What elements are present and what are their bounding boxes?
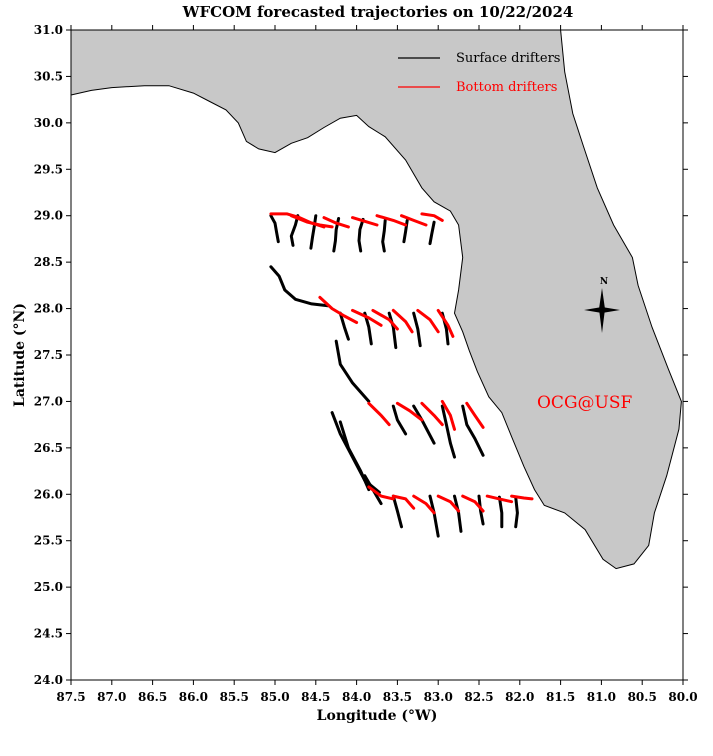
bottom-drifter-track — [461, 494, 485, 513]
y-tick-label: 25.0 — [34, 580, 63, 594]
surface-drifter-track — [309, 214, 318, 250]
bottom-drifter-track — [440, 399, 456, 431]
bottom-drifter-track — [322, 216, 350, 229]
chart-title: WFCOM forecasted trajectories on 10/22/2… — [182, 3, 574, 21]
surface-drifter-track — [269, 214, 280, 244]
y-tick-label: 27.5 — [34, 348, 63, 362]
x-tick-label: 83.0 — [424, 690, 453, 704]
y-tick-label: 30.5 — [34, 69, 63, 83]
x-tick-label: 87.0 — [97, 690, 126, 704]
surface-drifter-track — [477, 494, 485, 526]
x-tick-label: 85.0 — [260, 690, 289, 704]
surface-drifter-track — [338, 420, 371, 492]
y-tick-label: 27.0 — [34, 394, 63, 408]
surface-drifter-track — [453, 494, 463, 533]
y-tick-label: 25.5 — [34, 534, 63, 548]
x-axis: 87.5 87.0 86.5 86.0 85.5 85.0 84.5 84.0 83.5 83.0… — [56, 25, 698, 704]
x-tick-label: 87.5 — [56, 690, 85, 704]
x-tick-label: 84.0 — [342, 690, 371, 704]
y-tick-label: 24.0 — [34, 673, 63, 687]
legend: Surface drifters Bottom drifters — [398, 51, 560, 95]
compass-north-label: N — [600, 277, 608, 287]
bottom-drifter-track — [485, 494, 514, 504]
bottom-drifter-track — [371, 308, 399, 331]
y-tick-label: 26.0 — [34, 487, 63, 501]
bottom-drifter-track — [391, 308, 414, 334]
y-tick-label: 29.5 — [34, 162, 63, 176]
x-tick-label: 82.0 — [505, 690, 534, 704]
surface-trajectories — [269, 214, 519, 538]
x-tick-label: 85.5 — [220, 690, 249, 704]
bottom-drifter-track — [436, 308, 455, 338]
y-tick-label: 28.0 — [34, 302, 63, 316]
surface-drifter-track — [357, 217, 365, 253]
ocg-watermark: OCG@USF — [537, 393, 632, 413]
surface-drifter-track — [412, 311, 422, 348]
x-axis-label: Longitude (°W) — [317, 708, 438, 724]
bottom-drifter-track — [395, 401, 424, 422]
bottom-drifter-track — [412, 494, 436, 515]
x-tick-label: 86.0 — [179, 690, 208, 704]
surface-drifter-track — [497, 495, 504, 529]
bottom-drifter-track — [420, 212, 444, 222]
bottom-drifter-track — [400, 214, 428, 227]
bottom-drifter-track — [510, 494, 534, 501]
bottom-drifter-track — [367, 401, 391, 427]
bottom-drifter-track — [391, 494, 416, 510]
x-tick-label: 80.0 — [668, 690, 697, 704]
y-tick-label: 31.0 — [34, 23, 63, 37]
y-axis-label: Latitude (°N) — [12, 303, 28, 407]
surface-drifter-track — [428, 220, 436, 246]
bottom-trajectories — [269, 212, 534, 515]
surface-drifter-track — [381, 218, 387, 253]
surface-drifter-track — [387, 311, 398, 350]
bottom-drifter-track — [351, 308, 383, 327]
bottom-drifter-track — [289, 214, 334, 229]
bottom-drifter-track — [465, 401, 485, 429]
surface-drifter-track — [391, 494, 403, 529]
x-tick-label: 82.5 — [464, 690, 493, 704]
y-tick-label: 30.0 — [34, 116, 63, 130]
bottom-drifter-track — [367, 485, 395, 501]
bottom-drifter-track — [318, 295, 359, 324]
surface-drifter-track — [289, 214, 300, 247]
legend-bottom-label: Bottom drifters — [456, 80, 557, 95]
y-axis: 24.0 24.5 25.0 25.5 26.0 26.5 27.0 27.5 28.0 28.5… — [34, 23, 688, 687]
surface-drifter-track — [269, 265, 330, 308]
surface-drifter-track — [514, 495, 519, 529]
surface-drifter-track — [338, 311, 350, 341]
x-tick-label: 83.5 — [383, 690, 412, 704]
x-tick-label: 81.5 — [546, 690, 575, 704]
y-tick-label: 24.5 — [34, 627, 63, 641]
x-tick-label: 81.0 — [587, 690, 616, 704]
bottom-drifter-track — [416, 308, 440, 334]
surface-drifter-track — [391, 404, 408, 436]
surface-drifter-track — [461, 404, 485, 457]
bottom-drifter-track — [351, 216, 379, 227]
compass-ew-icon — [584, 307, 620, 313]
bottom-drifter-track — [436, 494, 461, 513]
y-tick-label: 28.5 — [34, 255, 63, 269]
plot-area — [70, 29, 684, 681]
surface-drifter-track — [334, 339, 371, 403]
y-tick-label: 29.0 — [34, 209, 63, 223]
y-tick-label: 26.5 — [34, 441, 63, 455]
surface-drifter-track — [440, 404, 456, 459]
x-tick-label: 80.5 — [628, 690, 657, 704]
bottom-drifter-track — [420, 401, 444, 427]
land-mass — [70, 29, 682, 570]
surface-drifter-track — [428, 494, 440, 538]
bottom-drifter-track — [375, 214, 408, 227]
surface-drifter-track — [330, 411, 381, 494]
x-tick-label: 86.5 — [138, 690, 167, 704]
compass-rose: N — [584, 277, 620, 333]
legend-surface-label: Surface drifters — [456, 51, 560, 66]
x-tick-label: 84.5 — [301, 690, 330, 704]
